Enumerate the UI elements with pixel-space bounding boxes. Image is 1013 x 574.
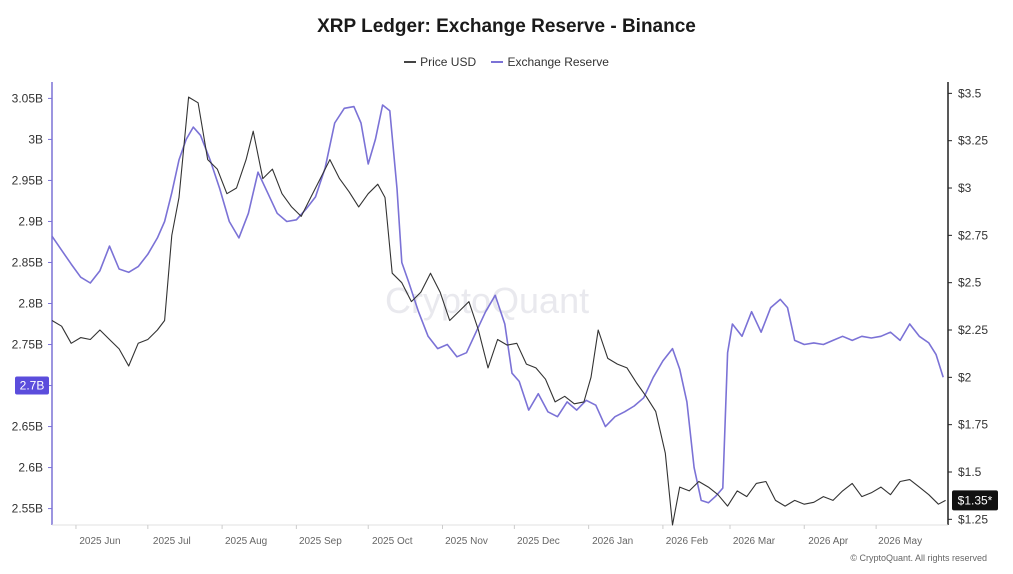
left-tick-label: 2.65B (12, 420, 43, 434)
axes (48, 82, 952, 529)
x-tick-label: 2026 Feb (666, 536, 709, 547)
left-tick-label: 2.8B (18, 297, 43, 311)
left-current-badge (15, 376, 49, 395)
x-tick-label: 2025 Nov (445, 536, 488, 547)
right-tick-label: $3 (958, 181, 972, 195)
left-tick-label: 2.85B (12, 255, 43, 269)
right-tick-label: $2 (958, 370, 972, 384)
right-current-label: $1.35* (958, 493, 993, 507)
right-tick-label: $1.25 (958, 512, 988, 526)
left-tick-label: 2.75B (12, 338, 43, 352)
x-tick-label: 2025 Dec (517, 536, 560, 547)
legend-swatch-reserve (491, 61, 504, 63)
right-tick-label: $3.25 (958, 134, 988, 148)
left-tick-label: 2.9B (18, 214, 43, 228)
x-tick-label: 2025 Aug (225, 536, 267, 547)
right-tick-label: $1.5 (958, 465, 982, 479)
x-tick-label: 2025 Oct (372, 536, 413, 547)
left-tick-label: 3.05B (12, 91, 43, 105)
axis-labels: 2.55B 2.6B 2.65B 2.7B 2.75B 2.8B 2.85B 2.9B 2.95… (12, 86, 998, 547)
x-tick-label: 2026 May (878, 536, 922, 547)
legend-item-reserve[interactable]: Exchange Reserve (491, 55, 609, 69)
series-line-exchange-reserve (51, 104, 944, 504)
right-tick-label: $2.25 (958, 323, 988, 337)
right-tick-label: $3.5 (958, 86, 982, 100)
chart-legend: Price USD Exchange Reserve (0, 52, 1013, 69)
series-line-price-usd (51, 96, 946, 526)
x-tick-label: 2025 Sep (299, 536, 342, 547)
legend-label-reserve: Exchange Reserve (507, 55, 609, 69)
x-tick-label: 2025 Jul (153, 536, 191, 547)
left-tick-label: 2.6B (18, 461, 43, 475)
chart-title: XRP Ledger: Exchange Reserve - Binance (317, 16, 696, 37)
legend-item-price[interactable]: Price USD (404, 55, 476, 69)
left-current-label: 2.7B (20, 379, 45, 393)
right-tick-label: $2.75 (958, 228, 988, 242)
legend-swatch-price (404, 61, 417, 63)
right-current-badge (952, 490, 998, 511)
left-tick-label: 2.95B (12, 173, 43, 187)
series-lines (51, 96, 946, 526)
x-tick-label: 2026 Mar (733, 536, 776, 547)
x-tick-label: 2026 Jan (592, 536, 633, 547)
legend-label-price: Price USD (420, 55, 477, 69)
x-tick-label: 2025 Jun (79, 536, 120, 547)
left-tick-label: 3B (28, 132, 43, 146)
right-tick-label: $1.75 (958, 418, 988, 432)
left-tick-label: 2.55B (12, 502, 43, 516)
x-tick-label: 2026 Apr (808, 536, 849, 547)
copyright-text: © CryptoQuant. All rights reserved (850, 553, 987, 563)
right-tick-label: $2.5 (958, 276, 982, 290)
